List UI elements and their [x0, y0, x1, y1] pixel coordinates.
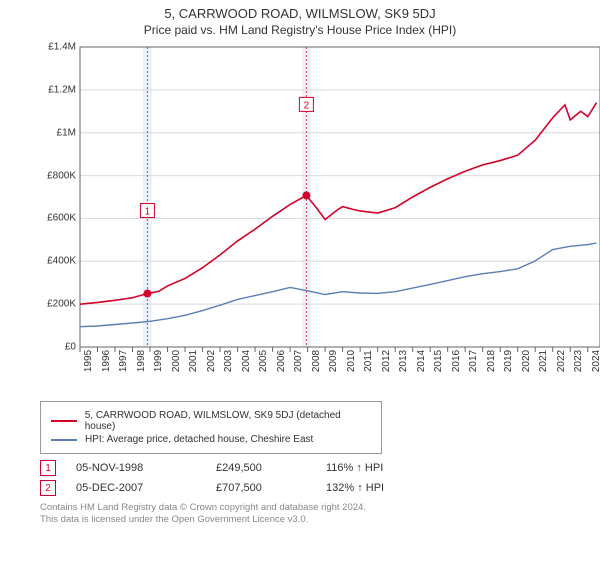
- x-tick-label: 2013: [398, 350, 409, 372]
- x-tick-label: 2004: [241, 350, 252, 372]
- credit-line: Contains HM Land Registry data © Crown c…: [40, 502, 600, 514]
- x-tick-label: 2020: [521, 350, 532, 372]
- x-tick-label: 2021: [538, 350, 549, 372]
- sale-price: £249,500: [216, 462, 326, 474]
- x-tick-label: 2024: [591, 350, 600, 372]
- x-tick-label: 2015: [433, 350, 444, 372]
- legend-label: 5, CARRWOOD ROAD, WILMSLOW, SK9 5DJ (det…: [85, 410, 371, 432]
- y-tick-label: £1.4M: [48, 42, 76, 53]
- legend-item: HPI: Average price, detached house, Ches…: [51, 434, 371, 445]
- y-tick-label: £1.2M: [48, 84, 76, 95]
- legend: 5, CARRWOOD ROAD, WILMSLOW, SK9 5DJ (det…: [40, 401, 382, 454]
- x-tick-label: 2017: [468, 350, 479, 372]
- x-tick-label: 2010: [346, 350, 357, 372]
- sales-table: 1 05-NOV-1998 £249,500 116% ↑ HPI 2 05-D…: [40, 460, 600, 496]
- x-tick-label: 2014: [416, 350, 427, 372]
- credit-line: This data is licensed under the Open Gov…: [40, 514, 600, 526]
- x-tick-label: 2022: [556, 350, 567, 372]
- x-tick-label: 2018: [486, 350, 497, 372]
- y-tick-label: £600K: [47, 213, 76, 224]
- sale-marker-icon: 2: [40, 480, 56, 496]
- x-tick-label: 2023: [573, 350, 584, 372]
- x-tick-label: 1998: [136, 350, 147, 372]
- legend-swatch: [51, 439, 77, 441]
- price-chart: 1 2 £0 £200K £400K £600K £800K £1M £1.2M £1.4M 19…: [40, 41, 600, 395]
- table-row: 1 05-NOV-1998 £249,500 116% ↑ HPI: [40, 460, 600, 476]
- sale-hpi: 132% ↑ HPI: [326, 482, 446, 494]
- x-tick-label: 2003: [223, 350, 234, 372]
- credits: Contains HM Land Registry data © Crown c…: [40, 502, 600, 527]
- y-tick-label: £400K: [47, 256, 76, 267]
- y-tick-label: £200K: [47, 299, 76, 310]
- sale-hpi: 116% ↑ HPI: [326, 462, 446, 474]
- x-tick-label: 2019: [503, 350, 514, 372]
- x-tick-label: 2011: [363, 350, 374, 372]
- svg-text:1: 1: [145, 207, 151, 218]
- x-tick-label: 2016: [451, 350, 462, 372]
- legend-swatch: [51, 420, 77, 422]
- x-tick-label: 2000: [171, 350, 182, 372]
- x-tick-label: 1999: [153, 350, 164, 372]
- sale-date: 05-DEC-2007: [76, 482, 216, 494]
- x-tick-label: 1995: [83, 350, 94, 372]
- y-tick-label: £0: [65, 342, 76, 353]
- x-tick-label: 2007: [293, 350, 304, 372]
- sale-price: £707,500: [216, 482, 326, 494]
- legend-item: 5, CARRWOOD ROAD, WILMSLOW, SK9 5DJ (det…: [51, 410, 371, 432]
- x-tick-label: 1996: [101, 350, 112, 372]
- page-subtitle: Price paid vs. HM Land Registry's House …: [0, 23, 600, 37]
- sale-marker-icon: 1: [40, 460, 56, 476]
- x-tick-label: 2008: [311, 350, 322, 372]
- x-tick-label: 2002: [206, 350, 217, 372]
- x-tick-label: 2001: [188, 350, 199, 372]
- y-tick-label: £800K: [47, 170, 76, 181]
- table-row: 2 05-DEC-2007 £707,500 132% ↑ HPI: [40, 480, 600, 496]
- svg-text:2: 2: [304, 100, 310, 111]
- x-tick-label: 2009: [328, 350, 339, 372]
- legend-label: HPI: Average price, detached house, Ches…: [85, 434, 313, 445]
- x-tick-label: 2005: [258, 350, 269, 372]
- page-title: 5, CARRWOOD ROAD, WILMSLOW, SK9 5DJ: [0, 6, 600, 21]
- x-tick-label: 2012: [381, 350, 392, 372]
- sale-date: 05-NOV-1998: [76, 462, 216, 474]
- y-tick-label: £1M: [57, 127, 76, 138]
- x-tick-label: 2006: [276, 350, 287, 372]
- x-tick-label: 1997: [118, 350, 129, 372]
